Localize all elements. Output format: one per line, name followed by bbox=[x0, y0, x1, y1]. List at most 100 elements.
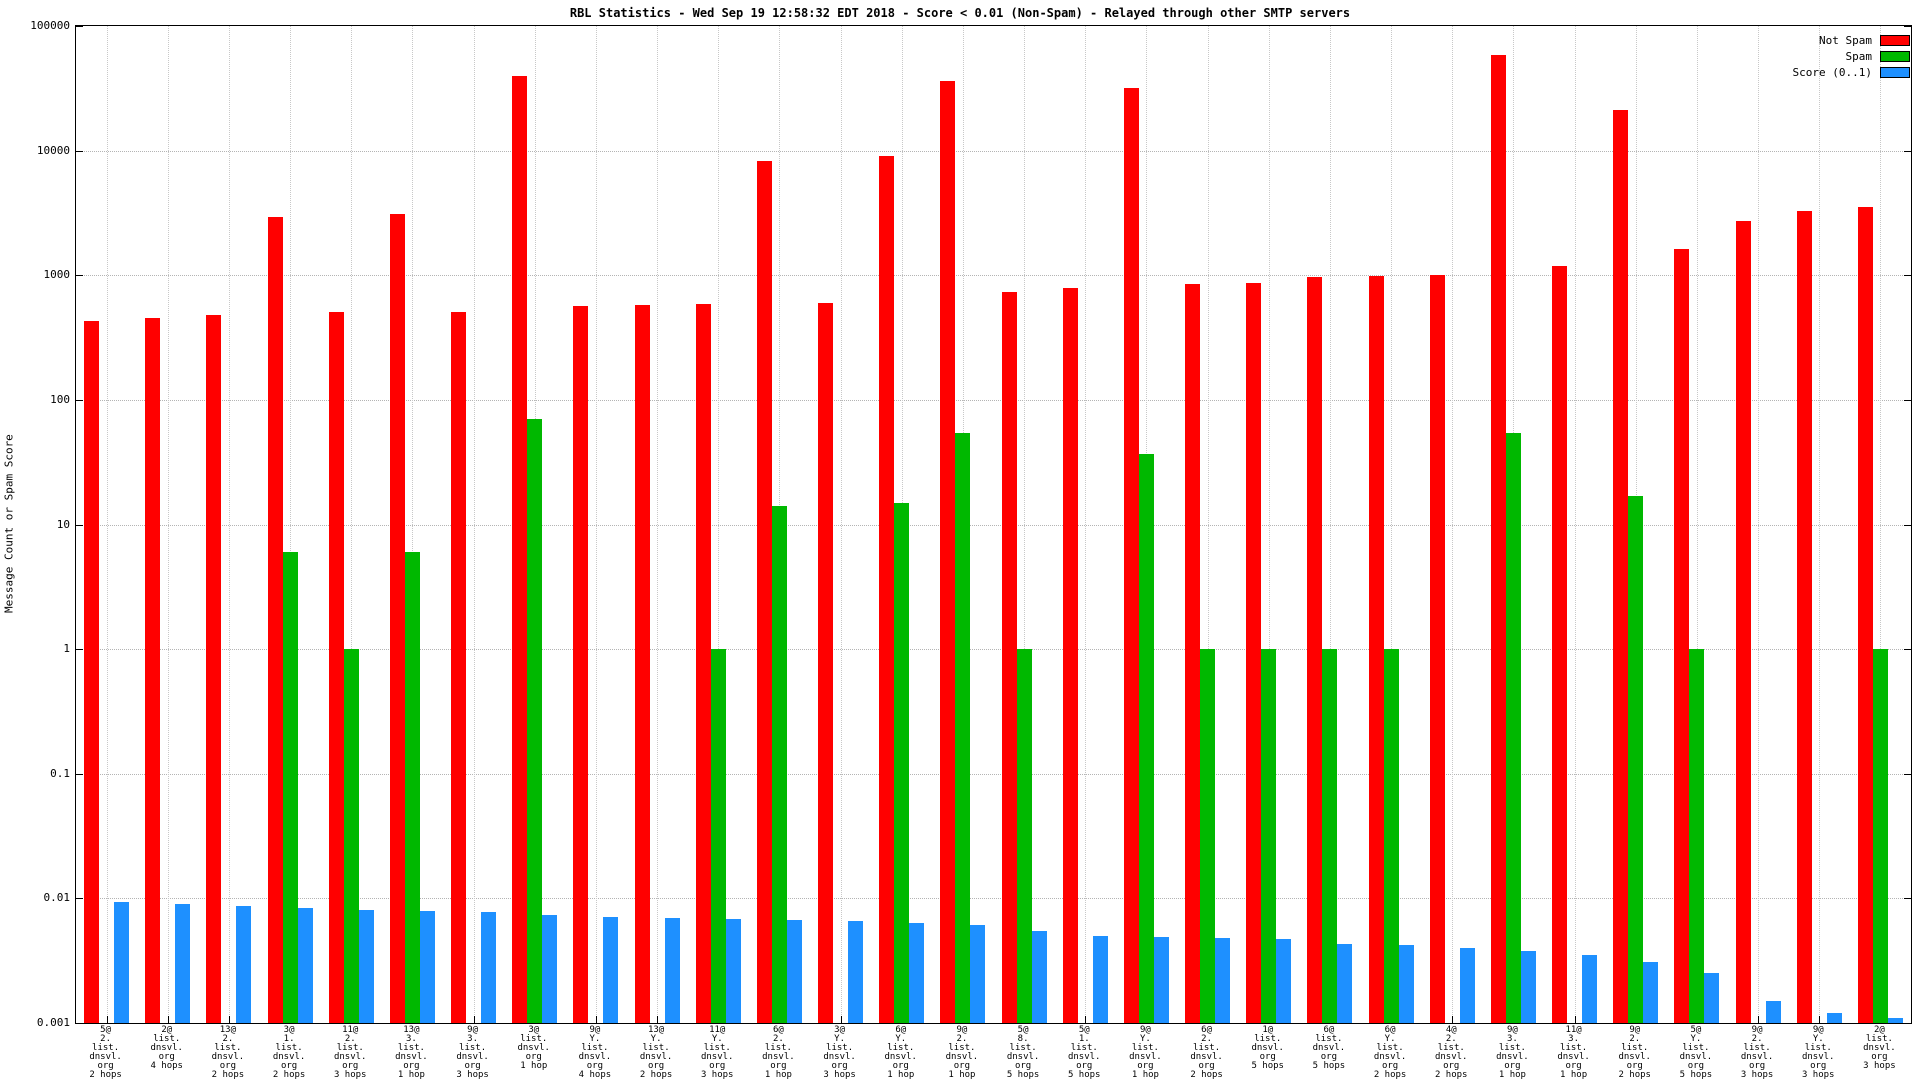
x-category-label: 9@ 2. list. dnsvl. org 3 hops bbox=[1727, 1026, 1788, 1080]
x-label-line: 1. bbox=[1078, 1034, 1090, 1044]
bar-score-0-1- bbox=[1582, 955, 1598, 1023]
bar-not-spam bbox=[1613, 110, 1629, 1023]
x-label-line: 9@ bbox=[1629, 1025, 1641, 1035]
x-label-line: list. bbox=[1070, 1043, 1098, 1053]
x-label-line: dnsvl. bbox=[1863, 1043, 1896, 1053]
x-category-label: 6@ Y. list. dnsvl. org 2 hops bbox=[1360, 1026, 1421, 1080]
x-label-line: dnsvl. bbox=[1190, 1052, 1223, 1062]
x-label-line: 3. bbox=[467, 1034, 478, 1044]
y-tick-mark bbox=[76, 524, 83, 526]
x-label-line: org bbox=[1810, 1061, 1827, 1071]
x-label-line: 1 hop bbox=[1131, 1070, 1159, 1080]
y-tick-mark bbox=[76, 1023, 83, 1024]
x-label-line: 3. bbox=[405, 1034, 417, 1044]
bar-spam bbox=[1138, 453, 1154, 1023]
x-label-line: 2 hops bbox=[1373, 1070, 1407, 1080]
y-tick-mark bbox=[76, 26, 83, 27]
x-label-line: Y. bbox=[1139, 1034, 1151, 1044]
y-tick-mark bbox=[76, 150, 83, 152]
bar-spam bbox=[771, 506, 787, 1023]
y-tick-mark bbox=[1904, 26, 1911, 27]
x-label-line: list. bbox=[214, 1043, 242, 1053]
x-label-line: 2. bbox=[1751, 1034, 1763, 1044]
bar-spam bbox=[1689, 649, 1705, 1023]
y-tick-mark bbox=[76, 275, 83, 277]
x-label-line: list. bbox=[948, 1043, 976, 1053]
x-category-label: 13@ 3. list. dnsvl. org 1 hop bbox=[381, 1026, 442, 1080]
x-category-label: 3@ list. dnsvl. org 1 hop bbox=[503, 1026, 564, 1071]
x-label-line: 2. bbox=[100, 1034, 111, 1044]
x-category-label: 11@ 3. list. dnsvl. org 1 hop bbox=[1543, 1026, 1604, 1080]
x-label-line: 1 hop bbox=[764, 1070, 792, 1080]
x-label-line: list. bbox=[887, 1043, 915, 1053]
bar-not-spam bbox=[940, 81, 956, 1023]
x-label-line: 4@ bbox=[1445, 1025, 1457, 1035]
x-label-line: 1 hop bbox=[1498, 1070, 1526, 1080]
x-label-line: dnsvl. bbox=[1496, 1052, 1529, 1062]
x-label-line: 11@ bbox=[1565, 1025, 1582, 1035]
bar-not-spam bbox=[389, 214, 405, 1023]
x-tick-mark bbox=[1819, 1016, 1821, 1023]
bar-not-spam bbox=[451, 311, 467, 1023]
legend-swatch bbox=[1880, 66, 1910, 78]
x-category-label: 9@ Y. list. dnsvl. org 3 hops bbox=[1788, 1026, 1849, 1080]
x-label-line: dnsvl. bbox=[272, 1052, 306, 1062]
x-label-line: dnsvl. bbox=[211, 1052, 245, 1062]
x-label-line: 2 hops bbox=[639, 1070, 673, 1080]
x-label-line: org bbox=[892, 1061, 909, 1071]
x-label-line: dnsvl. bbox=[150, 1043, 183, 1053]
x-label-line: dnsvl. bbox=[639, 1052, 673, 1062]
x-label-line: dnsvl. bbox=[456, 1052, 489, 1062]
plot-area bbox=[75, 25, 1912, 1024]
bar-spam bbox=[1628, 495, 1644, 1023]
legend-entry-not-spam: Not Spam bbox=[1793, 32, 1910, 48]
bar-score-0-1- bbox=[1276, 939, 1292, 1023]
bar-not-spam bbox=[1674, 248, 1690, 1023]
x-label-line: 5 hops bbox=[1312, 1061, 1346, 1071]
x-label-line: org bbox=[1137, 1061, 1154, 1071]
x-label-line: org bbox=[770, 1061, 787, 1071]
x-label-line: org bbox=[1014, 1061, 1032, 1071]
bar-not-spam bbox=[1307, 276, 1323, 1023]
x-label-line: 3@ bbox=[834, 1025, 845, 1035]
x-label-line: 8. bbox=[1017, 1034, 1029, 1044]
bar-score-0-1- bbox=[236, 905, 252, 1023]
x-label-line: list. bbox=[642, 1043, 670, 1053]
x-label-line: 1@ bbox=[1262, 1025, 1274, 1035]
x-label-line: 2@ bbox=[161, 1025, 173, 1035]
bar-spam bbox=[955, 433, 971, 1023]
y-tick-label: 10 bbox=[56, 517, 70, 531]
x-label-line: list. bbox=[1498, 1043, 1526, 1053]
bar-not-spam bbox=[512, 75, 528, 1023]
bar-score-0-1- bbox=[786, 920, 802, 1023]
x-label-line: dnsvl. bbox=[1006, 1052, 1040, 1062]
y-tick-mark bbox=[1904, 150, 1911, 152]
x-label-line: list. bbox=[1621, 1043, 1649, 1053]
h-gridline bbox=[76, 773, 1911, 775]
x-label-line: list. bbox=[581, 1043, 609, 1053]
x-tick-mark bbox=[167, 1016, 169, 1023]
x-category-label: 6@ Y. list. dnsvl. org 1 hop bbox=[870, 1026, 931, 1080]
x-label-line: Y. bbox=[1812, 1034, 1824, 1044]
x-category-label: 9@ 3. list. dnsvl. org 3 hops bbox=[442, 1026, 503, 1080]
bar-not-spam bbox=[145, 318, 161, 1023]
bar-score-0-1- bbox=[909, 922, 925, 1023]
x-category-label: 3@ Y. list. dnsvl. org 3 hops bbox=[809, 1026, 870, 1080]
y-tick-label: 100 bbox=[50, 392, 70, 406]
x-label-line: list. bbox=[153, 1034, 181, 1044]
bar-not-spam bbox=[1490, 54, 1506, 1023]
bar-not-spam bbox=[1735, 220, 1751, 1023]
x-label-line: list. bbox=[1131, 1043, 1159, 1053]
x-category-label: 3@ 1. list. dnsvl. org 2 hops bbox=[259, 1026, 320, 1080]
x-label-line: 3@ bbox=[528, 1025, 540, 1035]
x-label-line: dnsvl. bbox=[517, 1043, 550, 1053]
x-label-line: 5@ bbox=[1690, 1025, 1702, 1035]
x-label-line: 13@ bbox=[403, 1025, 420, 1035]
x-label-line: list. bbox=[336, 1043, 364, 1053]
y-tick-mark bbox=[1904, 275, 1911, 277]
x-label-line: list. bbox=[1865, 1034, 1893, 1044]
x-label-line: list. bbox=[1743, 1043, 1771, 1053]
x-category-label: 9@ 2. list. dnsvl. org 1 hop bbox=[931, 1026, 992, 1080]
bar-not-spam bbox=[1123, 87, 1139, 1023]
x-label-line: dnsvl. bbox=[1557, 1052, 1590, 1062]
